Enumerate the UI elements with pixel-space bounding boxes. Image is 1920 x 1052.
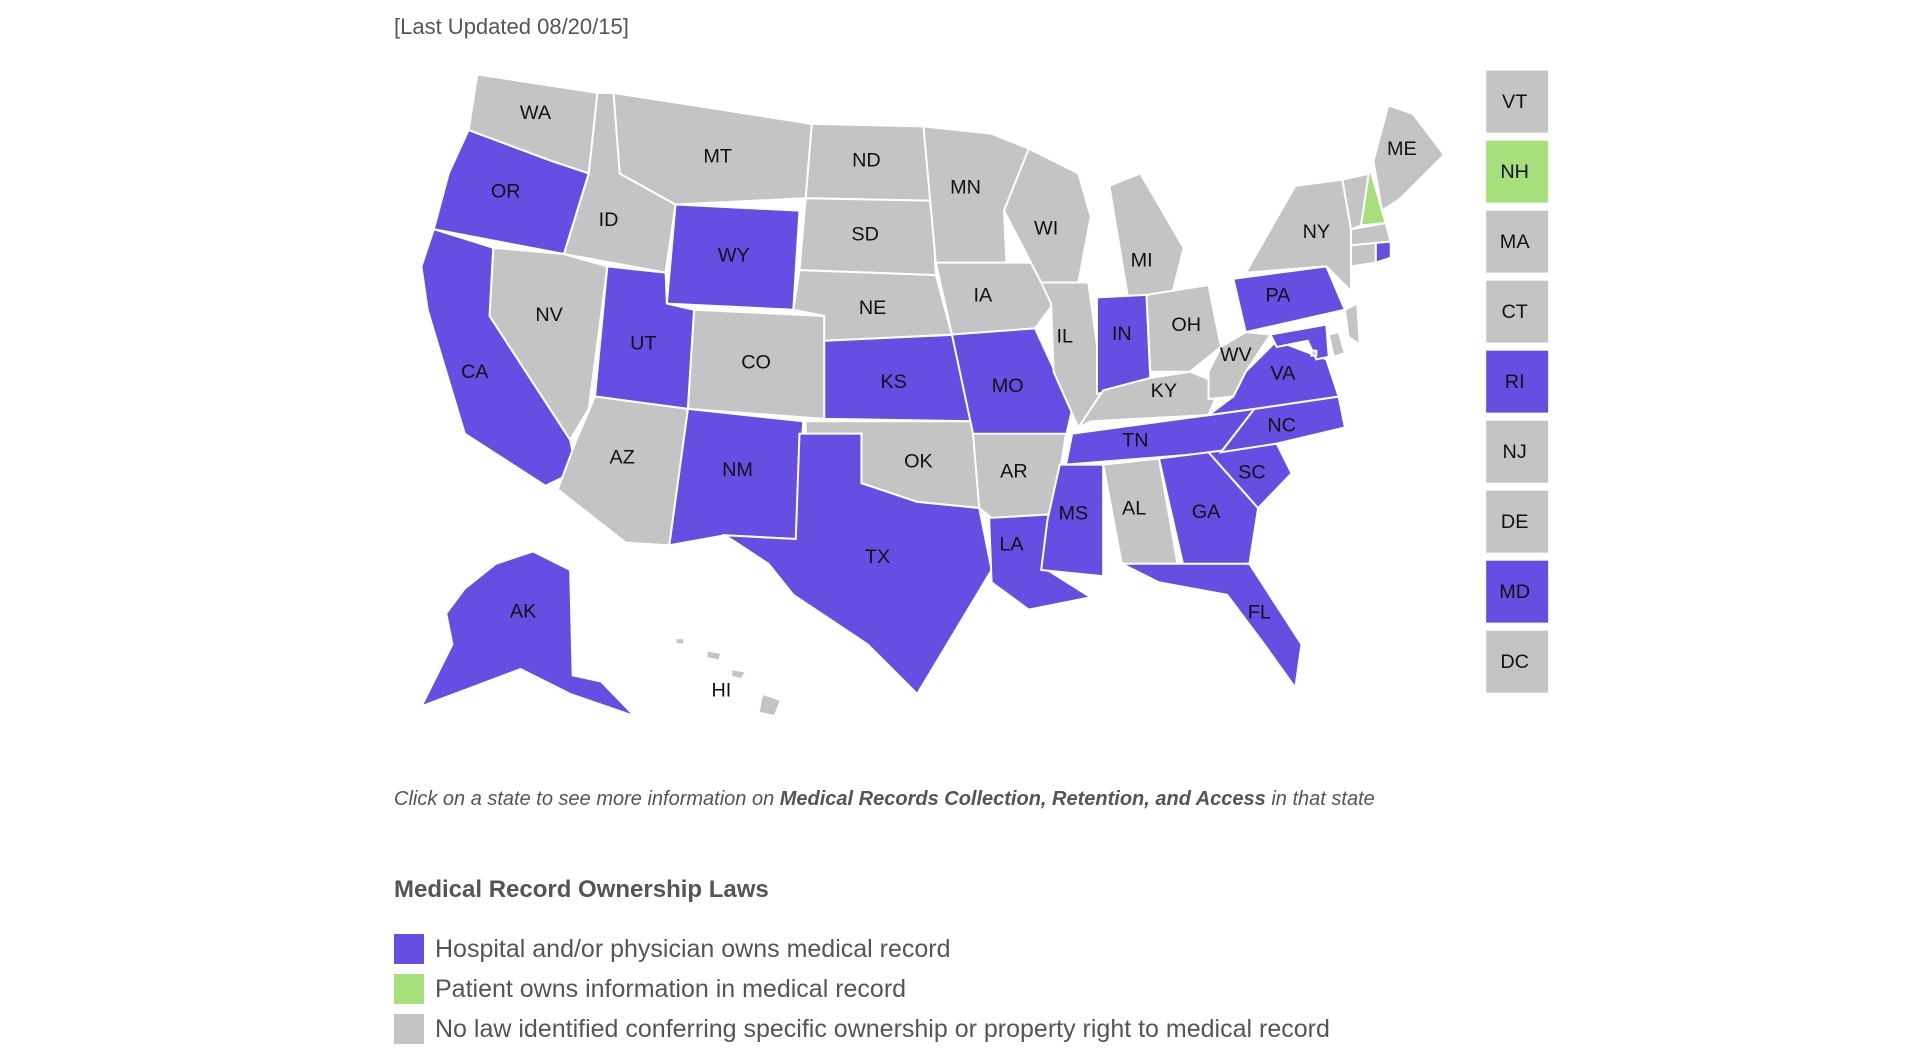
state-shape[interactable] [705, 649, 723, 662]
legend-title: Medical Record Ownership Laws [394, 876, 769, 903]
state-ms[interactable] [1040, 463, 1105, 578]
state-shape[interactable] [1350, 241, 1377, 268]
state-shape[interactable] [934, 261, 1055, 336]
state-wv[interactable] [1207, 331, 1273, 401]
state-shape[interactable] [823, 333, 975, 423]
state-shape[interactable] [668, 407, 805, 547]
state-me[interactable] [1372, 104, 1446, 213]
state-oh[interactable] [1145, 283, 1223, 373]
state-shape[interactable] [419, 550, 636, 718]
caption-text-end: in that state [1265, 788, 1375, 810]
last-updated: [Last Updated 08/20/15] [394, 14, 629, 39]
state-shape[interactable] [950, 327, 1074, 438]
state-mt[interactable] [612, 91, 813, 206]
state-shape[interactable] [798, 197, 937, 277]
state-box-md[interactable] [1486, 560, 1549, 623]
state-box-de[interactable] [1486, 490, 1549, 553]
state-nm[interactable] [668, 407, 805, 547]
state-box-vt[interactable] [1486, 70, 1549, 133]
legend-swatch-none [394, 1014, 424, 1044]
state-shape[interactable] [1075, 370, 1223, 431]
state-shape[interactable] [730, 667, 748, 681]
state-nj[interactable] [1343, 302, 1361, 347]
legend-swatch-hospital [394, 934, 424, 964]
state-box-ct[interactable] [1486, 280, 1549, 343]
state-dc[interactable] [1310, 349, 1318, 357]
caption-bold: Medical Records Collection, Retention, a… [779, 788, 1266, 810]
map-caption: Click on a state to see more information… [394, 788, 1375, 811]
state-shape[interactable] [1207, 331, 1273, 401]
state-de[interactable] [1327, 330, 1347, 359]
state-ri[interactable] [1374, 240, 1392, 265]
state-ak[interactable] [419, 550, 636, 718]
state-ia[interactable] [934, 261, 1055, 336]
state-shape[interactable] [1374, 240, 1392, 265]
state-shape[interactable] [686, 308, 826, 420]
state-box-ri[interactable] [1486, 350, 1549, 413]
state-ct[interactable] [1350, 241, 1377, 268]
legend-label: No law identified conferring specific ow… [435, 1014, 1330, 1043]
state-fl[interactable] [1121, 562, 1303, 691]
state-shape[interactable] [1372, 104, 1446, 213]
state-mi[interactable] [1108, 172, 1185, 299]
legend-item-patient: Patient owns information in medical reco… [394, 974, 906, 1004]
state-label: HI [711, 680, 731, 702]
state-shape[interactable] [1232, 265, 1347, 334]
state-shape[interactable] [1145, 283, 1223, 373]
state-nc[interactable] [1218, 395, 1347, 454]
state-shape[interactable] [612, 91, 813, 206]
state-shape[interactable] [674, 637, 686, 646]
state-ks[interactable] [823, 333, 975, 423]
state-shape[interactable] [1310, 349, 1318, 357]
state-shape[interactable] [757, 692, 783, 718]
legend-label: Patient owns information in medical reco… [435, 974, 907, 1003]
state-tx[interactable] [721, 432, 993, 696]
state-shape[interactable] [1040, 463, 1105, 578]
state-box-ma[interactable] [1486, 210, 1549, 273]
state-shape[interactable] [1327, 330, 1347, 359]
state-nd[interactable] [804, 122, 934, 202]
state-shape[interactable] [1343, 302, 1361, 347]
state-shape[interactable] [721, 432, 993, 696]
legend-item-hospital: Hospital and/or physician owns medical r… [394, 934, 951, 964]
state-shape[interactable] [1121, 562, 1303, 691]
state-box-dc[interactable] [1486, 630, 1549, 693]
state-sd[interactable] [798, 197, 937, 277]
legend-label: Hospital and/or physician owns medical r… [435, 934, 951, 963]
caption-text: Click on a state to see more information… [394, 788, 780, 810]
legend-item-none: No law identified conferring specific ow… [394, 1014, 1330, 1044]
state-ky[interactable] [1075, 370, 1223, 431]
state-wy[interactable] [665, 203, 801, 311]
state-hi[interactable] [674, 637, 783, 718]
state-shape[interactable] [665, 203, 801, 311]
state-shape[interactable] [804, 122, 934, 202]
state-co[interactable] [686, 308, 826, 420]
state-box-nj[interactable] [1486, 420, 1549, 483]
state-shape[interactable] [1108, 172, 1185, 299]
legend-swatch-patient [394, 974, 424, 1004]
state-box-nh[interactable] [1486, 140, 1549, 203]
state-shape[interactable] [1218, 395, 1347, 454]
state-mo[interactable] [950, 327, 1074, 438]
state-pa[interactable] [1232, 265, 1347, 334]
